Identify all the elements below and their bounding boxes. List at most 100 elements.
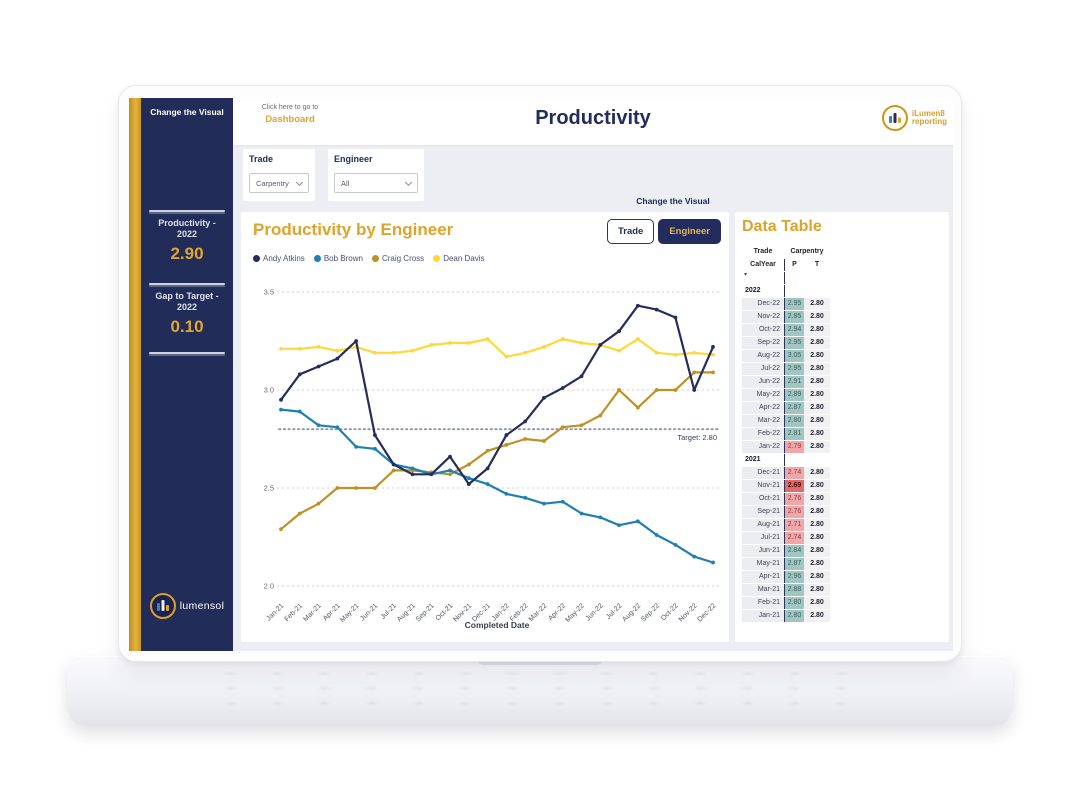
legend-item-dean-davis[interactable]: Dean Davis bbox=[433, 254, 485, 263]
table-cell-p[interactable]: 2.84 bbox=[784, 545, 804, 557]
dashboard-screen: Change the Visual Productivity - 2022 2.… bbox=[129, 98, 953, 651]
table-cell-p[interactable]: 2.76 bbox=[784, 506, 804, 518]
table-row-month[interactable]: May-22 bbox=[742, 389, 784, 401]
table-row-month[interactable]: Mar-22 bbox=[742, 415, 784, 427]
table-cell-t[interactable]: 2.80 bbox=[804, 467, 830, 479]
table-row-month[interactable]: Dec-22 bbox=[742, 298, 784, 310]
table-year-row[interactable]: 2022 bbox=[742, 285, 784, 297]
table-row-month[interactable]: Mar-21 bbox=[742, 584, 784, 596]
table-cell-p[interactable]: 2.69 bbox=[784, 480, 804, 492]
table-cell-p[interactable]: 2.87 bbox=[784, 402, 804, 414]
table-cell-t[interactable]: 2.80 bbox=[804, 363, 830, 375]
table-cell-t[interactable]: 2.80 bbox=[804, 584, 830, 596]
table-cell-t[interactable]: 2.80 bbox=[804, 480, 830, 492]
table-cell-p[interactable]: 2.80 bbox=[784, 597, 804, 609]
table-cell-t[interactable]: 2.80 bbox=[804, 545, 830, 557]
table-row-month[interactable]: Sep-22 bbox=[742, 337, 784, 349]
table-cell-t[interactable]: 2.80 bbox=[804, 350, 830, 362]
table-row-month[interactable]: Oct-22 bbox=[742, 324, 784, 336]
table-cell-t[interactable]: 2.80 bbox=[804, 493, 830, 505]
legend-item-andy-atkins[interactable]: Andy Atkins bbox=[253, 254, 305, 263]
svg-text:Dec-22: Dec-22 bbox=[696, 602, 717, 623]
table-cell-p[interactable]: 2.81 bbox=[784, 428, 804, 440]
legend-dot-icon bbox=[253, 255, 260, 262]
dashboard-link[interactable]: Dashboard bbox=[265, 114, 315, 125]
table-cell-t[interactable]: 2.80 bbox=[804, 311, 830, 323]
ilumen8-logo-text: iLumen8 reporting bbox=[912, 110, 947, 126]
table-cell-p[interactable]: 2.80 bbox=[784, 610, 804, 622]
table-cell-p[interactable]: 2.71 bbox=[784, 519, 804, 531]
table-cell-t[interactable]: 2.80 bbox=[804, 415, 830, 427]
table-row-month[interactable]: Jan-21 bbox=[742, 610, 784, 622]
table-row-month[interactable]: Nov-22 bbox=[742, 311, 784, 323]
table-cell-t[interactable]: 2.80 bbox=[804, 597, 830, 609]
engineer-visual-button[interactable]: Engineer bbox=[658, 219, 721, 244]
table-cell-p[interactable]: 2.95 bbox=[784, 298, 804, 310]
trade-filter-dropdown[interactable]: Carpentry bbox=[249, 173, 309, 193]
table-cell-p[interactable]: 2.89 bbox=[784, 389, 804, 401]
table-cell-t[interactable]: 2.80 bbox=[804, 571, 830, 583]
table-row-month[interactable]: Oct-21 bbox=[742, 493, 784, 505]
table-row-month[interactable]: Jun-21 bbox=[742, 545, 784, 557]
table-cell-t[interactable]: 2.80 bbox=[804, 532, 830, 544]
table-row-month[interactable]: Jul-21 bbox=[742, 532, 784, 544]
table-row-month[interactable]: Jan-22 bbox=[742, 441, 784, 453]
table-cell-p[interactable]: 2.74 bbox=[784, 532, 804, 544]
table-cell-p[interactable]: 2.91 bbox=[784, 376, 804, 388]
table-row-month[interactable]: Aug-22 bbox=[742, 350, 784, 362]
trade-visual-button[interactable]: Trade bbox=[606, 219, 655, 244]
table-year-row[interactable]: 2021 bbox=[742, 454, 784, 466]
table-cell-t[interactable]: 2.80 bbox=[804, 610, 830, 622]
table-cell-t[interactable]: 2.80 bbox=[804, 324, 830, 336]
table-cell-p[interactable]: 2.94 bbox=[784, 324, 804, 336]
table-row-month[interactable]: Nov-21 bbox=[742, 480, 784, 492]
data-table: Trade Carpentry CalYear P T ▾ 2022 Dec-22 2.95 2.… bbox=[742, 246, 830, 622]
table-row-month[interactable]: Dec-21 bbox=[742, 467, 784, 479]
page-title: Productivity bbox=[535, 107, 651, 129]
table-cell-t[interactable]: 2.80 bbox=[804, 337, 830, 349]
sort-arrow-icon[interactable]: ▾ bbox=[744, 272, 748, 278]
table-cell-t[interactable]: 2.80 bbox=[804, 298, 830, 310]
table-cell-p[interactable]: 2.80 bbox=[784, 415, 804, 427]
table-cell-t[interactable]: 2.80 bbox=[804, 506, 830, 518]
table-cell-p[interactable]: 3.05 bbox=[784, 350, 804, 362]
table-cell-p[interactable]: 2.85 bbox=[784, 311, 804, 323]
table-cell-p[interactable]: 2.79 bbox=[784, 441, 804, 453]
table-row-month[interactable]: Jun-22 bbox=[742, 376, 784, 388]
column-header-p[interactable]: P bbox=[784, 259, 804, 271]
table-row-month[interactable]: Feb-22 bbox=[742, 428, 784, 440]
table-cell-t[interactable]: 2.80 bbox=[804, 376, 830, 388]
engineer-filter-value: All bbox=[341, 178, 350, 188]
table-cell-p[interactable]: 2.76 bbox=[784, 493, 804, 505]
table-cell-t[interactable]: 2.80 bbox=[804, 428, 830, 440]
table-row-month[interactable]: Feb-21 bbox=[742, 597, 784, 609]
table-cell-p[interactable]: 2.95 bbox=[784, 363, 804, 375]
table-cell-p[interactable]: 2.87 bbox=[784, 558, 804, 570]
table-row-month[interactable]: May-21 bbox=[742, 558, 784, 570]
legend-item-craig-cross[interactable]: Craig Cross bbox=[371, 254, 424, 263]
table-cell-t[interactable]: 2.80 bbox=[804, 402, 830, 414]
table-row-month[interactable]: Apr-22 bbox=[742, 402, 784, 414]
table-row-month[interactable]: Apr-21 bbox=[742, 571, 784, 583]
table-cell-t[interactable]: 2.80 bbox=[804, 441, 830, 453]
table-row-month[interactable]: Jul-22 bbox=[742, 363, 784, 375]
column-header-t[interactable]: T bbox=[814, 261, 820, 268]
table-row-month[interactable]: Aug-21 bbox=[742, 519, 784, 531]
table-cell-p[interactable]: 2.74 bbox=[784, 467, 804, 479]
engineer-filter-label: Engineer bbox=[334, 154, 373, 164]
table-cell-p[interactable]: 2.95 bbox=[784, 337, 804, 349]
table-cell-t[interactable]: 2.80 bbox=[804, 519, 830, 531]
kpi-label: Productivity - 2022 bbox=[158, 218, 216, 239]
column-header-calyear[interactable]: CalYear bbox=[750, 261, 776, 268]
table-cell-p[interactable]: 2.96 bbox=[784, 571, 804, 583]
table-row-month[interactable]: Sep-21 bbox=[742, 506, 784, 518]
engineer-filter-dropdown[interactable]: All bbox=[334, 173, 418, 193]
table-cell-p[interactable]: 2.88 bbox=[784, 584, 804, 596]
bar-chart-icon bbox=[149, 593, 176, 619]
legend-item-bob-brown[interactable]: Bob Brown bbox=[313, 254, 363, 263]
table-cell-t[interactable]: 2.80 bbox=[804, 558, 830, 570]
table-cell-t[interactable]: 2.80 bbox=[804, 389, 830, 401]
svg-text:Oct-22: Oct-22 bbox=[660, 602, 680, 622]
